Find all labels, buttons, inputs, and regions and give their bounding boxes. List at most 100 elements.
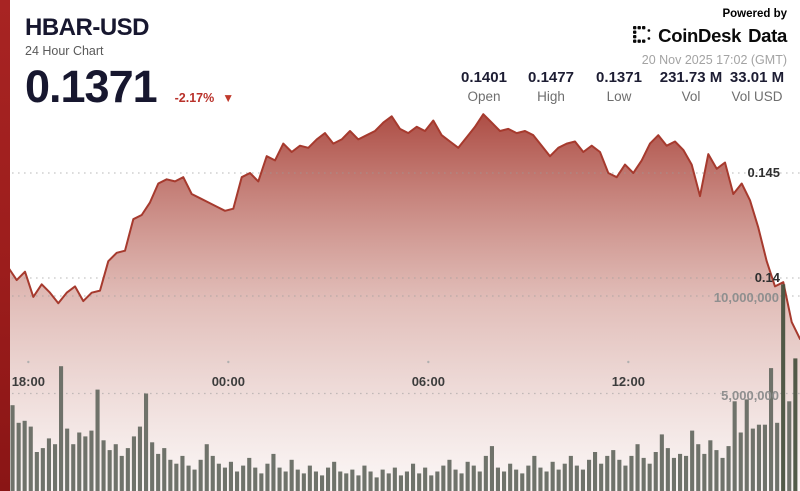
- volume-bar: [398, 475, 403, 491]
- volume-bar: [562, 463, 567, 491]
- volume-bar: [532, 455, 537, 491]
- price-change-percent: -2.17%: [174, 91, 215, 105]
- volume-bar: [787, 401, 792, 491]
- volume-bar: [714, 450, 719, 491]
- volume-bar: [465, 461, 470, 491]
- volume-bar: [635, 444, 640, 491]
- volume-bar: [508, 463, 513, 491]
- volume-bar: [259, 473, 264, 491]
- volume-bar: [107, 450, 112, 491]
- volume-bar: [344, 473, 349, 491]
- volume-bar: [769, 368, 774, 491]
- volume-bar: [71, 444, 76, 491]
- chart-subtitle: 24 Hour Chart: [25, 44, 104, 58]
- volume-bar: [22, 420, 27, 491]
- volume-bar: [265, 463, 270, 491]
- volume-bar: [447, 459, 452, 491]
- volume-bar: [762, 424, 767, 491]
- volume-bar: [580, 469, 585, 491]
- volume-bar: [587, 459, 592, 491]
- stat-volume-value: 231.73 M: [659, 69, 723, 86]
- volume-bar: [222, 467, 227, 491]
- volume-bar: [125, 448, 130, 491]
- volume-bar: [228, 461, 233, 491]
- volume-bar: [332, 461, 337, 491]
- volume-bar: [235, 471, 240, 491]
- volume-bar: [441, 465, 446, 491]
- volume-bar: [277, 467, 282, 491]
- volume-bar: [653, 452, 658, 491]
- volume-bar: [313, 471, 318, 491]
- stat-volume: 231.73 M Vol: [660, 69, 723, 104]
- volume-bar: [665, 448, 670, 491]
- volume-bar: [326, 467, 331, 491]
- volume-bar: [459, 473, 464, 491]
- volume-bar: [247, 457, 252, 491]
- volume-bar: [423, 467, 428, 491]
- stat-volume-label: Vol: [681, 89, 701, 104]
- volume-bar: [131, 436, 136, 491]
- volume-bar: [435, 471, 440, 491]
- stat-volume-usd-value: 33.01 M: [729, 69, 785, 86]
- volume-bar: [16, 422, 21, 491]
- volume-bar: [119, 455, 124, 491]
- volume-bar: [495, 467, 500, 491]
- volume-bar: [271, 453, 276, 491]
- chart-timestamp: 20 Nov 2025 17:02 (GMT): [641, 53, 787, 67]
- volume-bar: [611, 450, 616, 491]
- coindesk-data-text: Data: [748, 25, 787, 46]
- stat-high-value: 0.1477: [528, 69, 574, 86]
- volume-bar: [253, 467, 258, 491]
- volume-bar: [756, 424, 761, 491]
- volume-bar: [623, 465, 628, 491]
- volume-bar: [550, 461, 555, 491]
- volume-bar: [696, 444, 701, 491]
- volume-bar: [380, 469, 385, 491]
- volume-bar: [144, 393, 149, 491]
- coindesk-brand-text: CoinDesk: [658, 25, 742, 46]
- volume-bar: [392, 467, 397, 491]
- volume-bar: [429, 475, 434, 491]
- volume-bar: [617, 459, 622, 491]
- volume-bar: [210, 455, 215, 491]
- volume-bar: [605, 455, 610, 491]
- volume-bar: [362, 465, 367, 491]
- stat-open: 0.1401 Open: [461, 69, 507, 104]
- volume-bar: [204, 444, 209, 491]
- volume-bar: [781, 284, 786, 491]
- volume-bar: [338, 471, 343, 491]
- volume-bar: [307, 465, 312, 491]
- volume-bar: [671, 457, 676, 491]
- volume-bar: [34, 452, 39, 491]
- volume-bar: [356, 475, 361, 491]
- volume-bar: [690, 430, 695, 491]
- price-row: 0.1371 -2.17% ▼: [25, 63, 234, 111]
- volume-bar: [137, 426, 142, 491]
- volume-bar: [368, 471, 373, 491]
- volume-bar: [726, 446, 731, 491]
- volume-bar: [150, 442, 155, 491]
- volume-bar: [599, 463, 604, 491]
- volume-bar: [593, 452, 598, 491]
- volume-bar: [483, 455, 488, 491]
- stat-low-label: Low: [606, 89, 632, 104]
- volume-bar: [83, 436, 88, 491]
- chart-header: HBAR-USD 24 Hour Chart 0.1371 -2.17% ▼: [25, 16, 234, 111]
- volume-bar: [574, 465, 579, 491]
- volume-bar: [526, 465, 531, 491]
- volume-bar: [174, 463, 179, 491]
- volume-bar: [750, 428, 755, 491]
- volume-bar: [59, 366, 64, 491]
- volume-bar: [744, 399, 749, 491]
- price-line: [0, 113, 800, 340]
- volume-bar: [186, 465, 191, 491]
- volume-bar: [301, 473, 306, 491]
- volume-bar: [40, 448, 45, 491]
- volume-bar: [556, 469, 561, 491]
- volume-bar: [544, 471, 549, 491]
- price-area-fill: [0, 114, 800, 491]
- volume-bar: [65, 428, 70, 491]
- volume-bar: [180, 455, 185, 491]
